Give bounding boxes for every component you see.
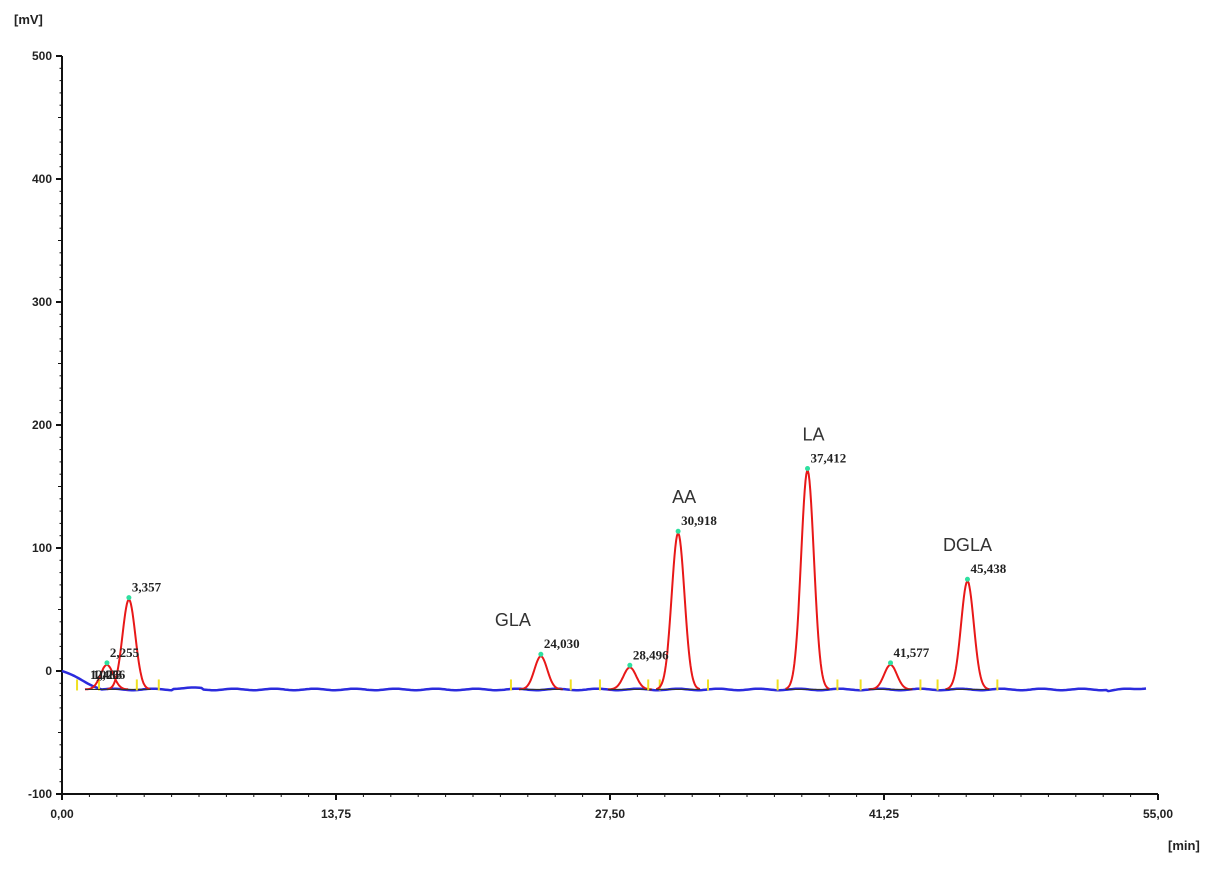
peak-trace xyxy=(868,663,913,691)
peak-rt-label: 37,412 xyxy=(811,451,847,466)
x-tick-label: 55,00 xyxy=(1143,807,1173,821)
apex-marker xyxy=(964,576,970,582)
apex-marker xyxy=(104,660,110,666)
y-tick-label: 400 xyxy=(32,172,52,186)
peak-rt-label: 45,438 xyxy=(970,561,1006,576)
compound-label: AA xyxy=(672,487,696,507)
apex-marker xyxy=(805,466,811,472)
y-tick-label: 0 xyxy=(45,664,52,678)
peak-rt-label: 30,918 xyxy=(681,513,717,528)
y-tick-label: 200 xyxy=(32,418,52,432)
traces xyxy=(61,466,1147,693)
peak-trace xyxy=(518,655,563,691)
peak-rt-label: 24,030 xyxy=(544,636,580,651)
peak-labels: 3,357 2,255 24,030 GLA 28,496 30,918 AA 37,412 L… xyxy=(90,425,1007,683)
compound-label: DGLA xyxy=(943,535,992,555)
y-tick-label: 300 xyxy=(32,295,52,309)
compound-label: GLA xyxy=(495,610,531,630)
x-tick-label: 13,75 xyxy=(321,807,351,821)
compound-label: LA xyxy=(803,425,825,445)
x-tick-label: 41,25 xyxy=(869,807,899,821)
apex-marker xyxy=(627,662,633,668)
y-tick-label: -100 xyxy=(28,787,52,801)
peak-rt-label: 28,496 xyxy=(633,647,669,662)
apex-marker xyxy=(888,660,894,666)
peak-rt-label: 3,357 xyxy=(132,580,162,595)
small-peak-label: 2,006 xyxy=(96,667,126,682)
small-peak-label: 1,483 xyxy=(93,667,123,682)
apex-marker xyxy=(675,528,681,534)
axes: 500 400 300 200 100 0 -100 0,00 13,75 27,50 41,25 5… xyxy=(28,49,1173,821)
y-tick-label: 100 xyxy=(32,541,52,555)
peak-trace xyxy=(655,532,701,690)
peak-trace xyxy=(945,580,990,691)
apex-marker xyxy=(538,651,544,657)
small-peak-label: 1,025 xyxy=(90,667,120,682)
peak-rt-label: 2,255 xyxy=(110,645,140,660)
baseline-signal xyxy=(61,669,1147,693)
apex-marker xyxy=(126,595,132,601)
x-axis-title: [min] xyxy=(1168,838,1200,853)
x-tick-label: 27,50 xyxy=(595,807,625,821)
y-axis-title: [mV] xyxy=(14,12,43,27)
y-tick-label: 500 xyxy=(32,49,52,63)
peak-rt-label: 41,577 xyxy=(894,645,930,660)
peak-trace xyxy=(607,666,652,691)
peak-trace xyxy=(785,469,830,690)
x-tick-label: 0,00 xyxy=(50,807,74,821)
